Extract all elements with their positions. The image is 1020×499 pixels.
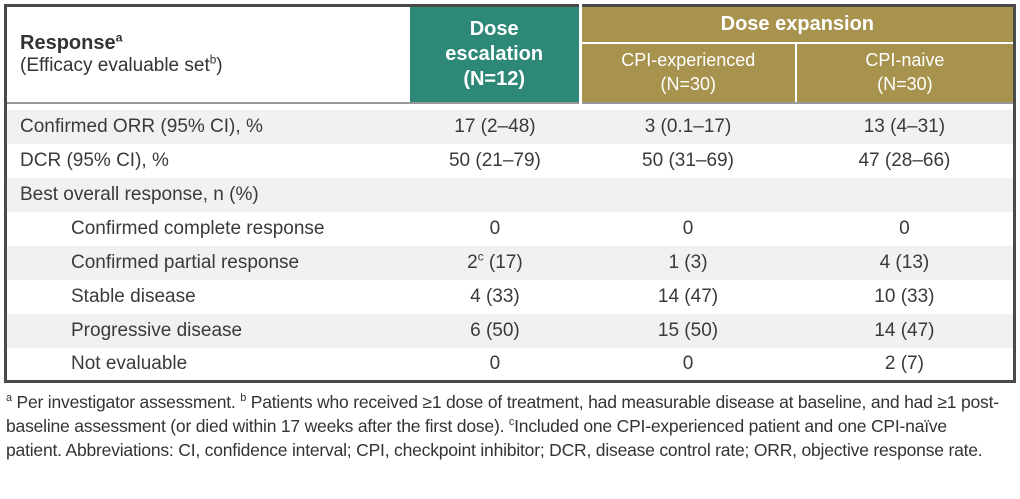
table-row-dcr: DCR (95% CI), % 50 (21–79) 50 (31–69) 47… [6,144,1015,178]
column-header-cpi-experienced: CPI-experienced (N=30) [580,42,797,104]
efficacy-results-table: Responsea (Efficacy evaluable setb) Dose… [4,4,1016,383]
cell-dose-escalation: 6 (50) [409,313,581,348]
row-label: Confirmed complete response [71,217,325,239]
table-row-confirmed-complete-response: Confirmed complete response 0 0 0 [6,212,1015,246]
row-label: DCR (95% CI), % [20,149,169,171]
cell-dose-escalation: 17 (2–48) [409,109,581,144]
cell-cpi-naive [795,177,1015,212]
cell-cpi-naive: 2 (7) [884,352,924,374]
page: Responsea (Efficacy evaluable setb) Dose… [4,4,1016,461]
cell-dose-escalation [409,177,581,212]
cell-cpi-experienced: 50 (31–69) [642,149,734,171]
cell-dose-escalation: 2c (17) [409,245,581,280]
header-body-spacer [5,102,1015,110]
column-group-dose-expansion: Dose expansion [580,5,1015,44]
table-header: Responsea (Efficacy evaluable setb) Dose… [5,5,1015,104]
table-body: Confirmed ORR (95% CI), % 17 (2–48) 3 (0… [5,102,1015,382]
table-row-progressive-disease: Progressive disease 6 (50) 15 (50) 14 (4… [5,313,1015,348]
cpi-naive-n: (N=30) [877,73,933,94]
cell-dose-escalation: 50 (21–79) [448,149,541,171]
cpi-experienced-label: CPI-experienced [621,50,756,71]
cell-cpi-naive: 0 [899,217,910,239]
table-row-best-overall-response: Best overall response, n (%) [5,177,1015,212]
cell-cpi-experienced: 15 (50) [580,313,796,348]
cell-cpi-naive: 4 (13) [795,245,1015,280]
column-header-dose-escalation: Dose escalation (N=12) [409,5,582,104]
cell-cpi-experienced [580,177,796,212]
footnote: a Per investigator assessment. b Patient… [6,392,999,461]
cell-dose-escalation: 4 (33) [470,285,520,307]
cpi-experienced-n: (N=30) [660,73,717,94]
row-label: Confirmed ORR (95% CI), % [5,109,410,144]
response-header-cell: Responsea (Efficacy evaluable setb) [5,5,410,104]
row-label: Confirmed partial response [5,245,410,280]
table-row-confirmed-partial-response: Confirmed partial response 2c (17) 1 (3)… [5,245,1015,280]
row-label: Progressive disease [5,313,410,348]
row-label: Stable disease [71,285,196,307]
cpi-naive-label: CPI-naive [865,50,945,71]
row-label: Best overall response, n (%) [5,177,410,212]
cell-cpi-naive: 47 (28–66) [858,149,951,171]
dose-escalation-n: (N=12) [463,67,526,90]
cell-cpi-naive: 13 (4–31) [795,109,1015,144]
table-row-not-evaluable: Not evaluable 0 0 2 (7) [6,348,1015,382]
table-row-stable-disease: Stable disease 4 (33) 14 (47) 10 (33) [6,280,1015,314]
table-row-confirmed-orr: Confirmed ORR (95% CI), % 17 (2–48) 3 (0… [5,109,1015,144]
column-header-cpi-naive: CPI-naive (N=30) [795,42,1015,104]
response-header-subtitle: (Efficacy evaluable setb) [20,53,223,76]
cell-dose-escalation: 0 [489,217,501,239]
cell-dose-escalation: 0 [489,352,501,374]
cell-cpi-naive: 10 (33) [874,285,935,307]
cell-cpi-experienced: 1 (3) [580,245,796,280]
cell-cpi-experienced: 3 (0.1–17) [580,109,796,144]
response-header-title: Responsea [20,30,123,54]
cell-cpi-experienced: 0 [682,217,694,239]
cell-cpi-experienced: 14 (47) [657,285,719,307]
cell-cpi-naive: 14 (47) [795,313,1015,348]
cell-cpi-experienced: 0 [682,352,694,374]
dose-escalation-label: Dose escalation [445,17,544,65]
row-label: Not evaluable [71,352,188,374]
